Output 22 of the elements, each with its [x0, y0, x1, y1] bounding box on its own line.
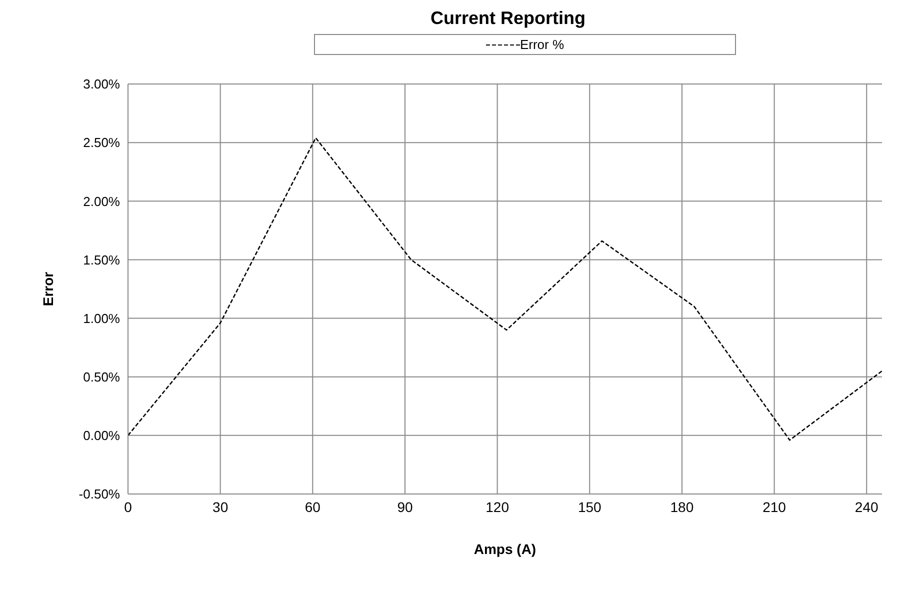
y-tick-label: 1.50% [83, 252, 120, 268]
x-tick-label: 240 [854, 498, 879, 515]
y-tick-label: 0.00% [83, 428, 120, 444]
y-tick-label: 1.00% [83, 310, 120, 326]
y-tick-label: 3.00% [83, 76, 120, 92]
x-tick-label: 180 [670, 498, 694, 515]
y-tick-label: 0.50% [83, 369, 120, 384]
y-tick-label: 2.50% [83, 135, 120, 150]
x-tick-label: 120 [486, 498, 510, 515]
line-series [128, 137, 882, 441]
y-axis-title: Error [40, 271, 56, 306]
legend-label: Error % [518, 37, 564, 52]
x-tick-label: 30 [212, 498, 228, 515]
x-tick-label: 0 [124, 498, 132, 515]
y-tick-label: 2.00% [83, 194, 120, 209]
x-tick-label: 210 [762, 498, 786, 515]
x-tick-label: 90 [397, 498, 413, 515]
x-tick-label: 150 [578, 498, 602, 515]
x-tick-label: 60 [304, 498, 321, 515]
chart-title: Current Reporting [430, 8, 586, 29]
y-tick-label: -0.50% [78, 486, 120, 502]
x-axis-title: Amps (A) [474, 541, 536, 557]
